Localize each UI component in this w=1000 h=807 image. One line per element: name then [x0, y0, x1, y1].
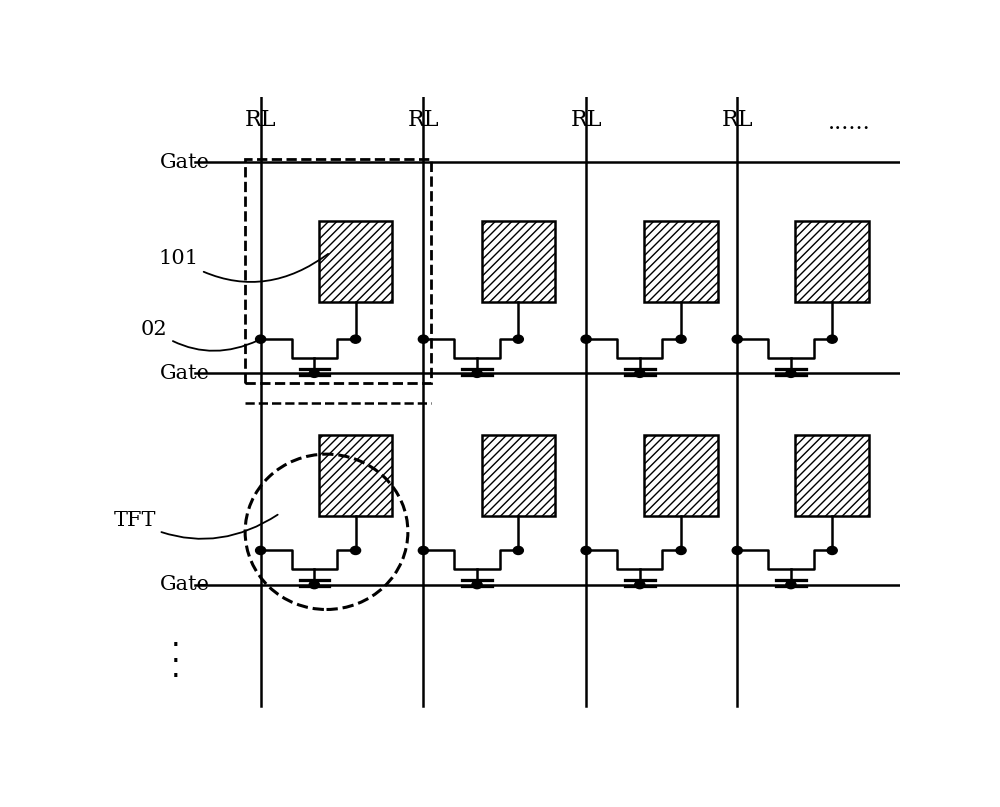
- Circle shape: [635, 370, 645, 378]
- Circle shape: [309, 370, 319, 378]
- Circle shape: [732, 546, 742, 554]
- Text: RL: RL: [570, 109, 602, 131]
- Bar: [644, 436, 718, 516]
- Circle shape: [418, 335, 428, 343]
- Circle shape: [309, 580, 319, 588]
- Bar: [319, 436, 392, 516]
- Text: 02: 02: [141, 320, 258, 351]
- Text: 101: 101: [158, 249, 328, 282]
- Circle shape: [256, 335, 266, 343]
- Circle shape: [472, 580, 482, 588]
- Text: TFT: TFT: [114, 511, 278, 539]
- Circle shape: [418, 546, 428, 554]
- Circle shape: [786, 370, 796, 378]
- Circle shape: [827, 546, 837, 554]
- Circle shape: [676, 546, 686, 554]
- Bar: [482, 436, 555, 516]
- Text: ......: ......: [828, 112, 871, 134]
- Circle shape: [472, 370, 482, 378]
- Bar: [319, 221, 392, 302]
- Circle shape: [351, 546, 361, 554]
- Circle shape: [513, 335, 523, 343]
- Bar: [795, 221, 869, 302]
- Bar: [482, 221, 555, 302]
- Circle shape: [786, 580, 796, 588]
- Bar: [245, 159, 431, 383]
- Bar: [644, 221, 718, 302]
- Circle shape: [513, 546, 523, 554]
- Text: RL: RL: [245, 109, 276, 131]
- Bar: [795, 436, 869, 516]
- Circle shape: [581, 335, 591, 343]
- Circle shape: [676, 335, 686, 343]
- Text: ·: ·: [171, 663, 180, 692]
- Text: ·: ·: [171, 632, 180, 661]
- Text: Gate: Gate: [160, 153, 210, 172]
- Text: Gate: Gate: [160, 364, 210, 383]
- Text: ·: ·: [171, 648, 180, 677]
- Circle shape: [827, 335, 837, 343]
- Text: RL: RL: [408, 109, 439, 131]
- Circle shape: [732, 335, 742, 343]
- Text: Gate: Gate: [160, 575, 210, 594]
- Circle shape: [635, 580, 645, 588]
- Circle shape: [256, 546, 266, 554]
- Circle shape: [581, 546, 591, 554]
- Circle shape: [351, 335, 361, 343]
- Text: RL: RL: [722, 109, 753, 131]
